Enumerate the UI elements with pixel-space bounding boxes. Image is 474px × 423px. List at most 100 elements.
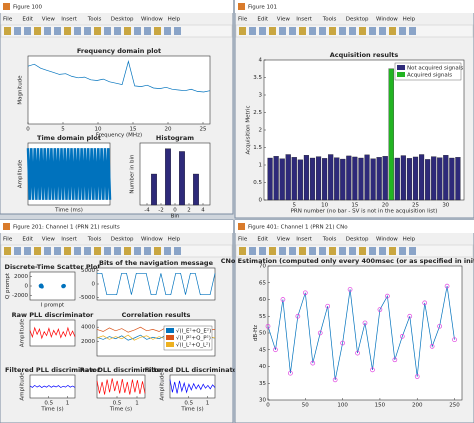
toolbar-button[interactable] <box>389 27 396 35</box>
menu-item[interactable]: Insert <box>61 17 78 23</box>
toolbar-button[interactable] <box>154 247 161 255</box>
toolbar-button[interactable] <box>74 247 81 255</box>
toolbar-button[interactable] <box>239 27 246 35</box>
toolbar-button[interactable] <box>369 247 376 255</box>
toolbar-button[interactable] <box>44 27 51 35</box>
menu-item[interactable]: File <box>238 17 248 23</box>
toolbar-button[interactable] <box>339 27 346 35</box>
menu-item[interactable]: Window <box>376 17 398 23</box>
toolbar-button[interactable] <box>14 247 21 255</box>
toolbar-button[interactable] <box>34 27 41 35</box>
toolbar-button[interactable] <box>349 247 356 255</box>
toolbar-button[interactable] <box>64 247 71 255</box>
toolbar-button[interactable] <box>359 247 366 255</box>
toolbar-button[interactable] <box>249 27 256 35</box>
toolbar-button[interactable] <box>144 27 151 35</box>
menu-item[interactable]: Edit <box>22 17 33 23</box>
toolbar-button[interactable] <box>174 247 181 255</box>
menu-item[interactable]: Window <box>141 17 163 23</box>
toolbar-button[interactable] <box>84 27 91 35</box>
toolbar-button[interactable] <box>409 27 416 35</box>
toolbar-button[interactable] <box>134 247 141 255</box>
toolbar-button[interactable] <box>259 27 266 35</box>
toolbar-button[interactable] <box>114 247 121 255</box>
menu-item[interactable]: Edit <box>22 237 33 243</box>
toolbar-button[interactable] <box>4 27 11 35</box>
toolbar-button[interactable] <box>94 27 101 35</box>
toolbar-button[interactable] <box>14 27 21 35</box>
toolbar-button[interactable] <box>299 27 306 35</box>
toolbar-button[interactable] <box>269 27 276 35</box>
menu-item[interactable]: Insert <box>61 237 78 243</box>
menu-item[interactable]: Tools <box>322 237 337 243</box>
menu-item[interactable]: Desktop <box>346 17 369 23</box>
toolbar-button[interactable] <box>269 247 276 255</box>
toolbar-button[interactable] <box>64 27 71 35</box>
menu-item[interactable]: Insert <box>296 17 313 23</box>
toolbar-button[interactable] <box>259 247 266 255</box>
toolbar-button[interactable] <box>174 27 181 35</box>
menu-item[interactable]: File <box>3 17 13 23</box>
toolbar-button[interactable] <box>329 27 336 35</box>
toolbar-button[interactable] <box>104 27 111 35</box>
menu-item[interactable]: Help <box>168 17 181 23</box>
toolbar-button[interactable] <box>24 27 31 35</box>
toolbar-button[interactable] <box>369 27 376 35</box>
toolbar-button[interactable] <box>359 27 366 35</box>
toolbar-button[interactable] <box>154 27 161 35</box>
toolbar-button[interactable] <box>339 247 346 255</box>
menu-item[interactable]: View <box>42 17 56 23</box>
toolbar-button[interactable] <box>349 27 356 35</box>
toolbar-button[interactable] <box>309 247 316 255</box>
toolbar-button[interactable] <box>289 27 296 35</box>
toolbar-button[interactable] <box>239 247 246 255</box>
toolbar-button[interactable] <box>34 247 41 255</box>
toolbar-button[interactable] <box>114 27 121 35</box>
toolbar-button[interactable] <box>289 247 296 255</box>
toolbar-button[interactable] <box>279 247 286 255</box>
toolbar-button[interactable] <box>329 247 336 255</box>
toolbar-button[interactable] <box>144 247 151 255</box>
toolbar-button[interactable] <box>44 247 51 255</box>
menu-item[interactable]: Insert <box>296 237 313 243</box>
toolbar-button[interactable] <box>399 247 406 255</box>
toolbar-button[interactable] <box>134 27 141 35</box>
menu-item[interactable]: View <box>277 17 291 23</box>
toolbar-button[interactable] <box>379 27 386 35</box>
menu-item[interactable]: View <box>42 237 56 243</box>
toolbar-button[interactable] <box>24 247 31 255</box>
toolbar-button[interactable] <box>319 27 326 35</box>
menu-item[interactable]: Window <box>376 237 398 243</box>
menu-item[interactable]: Help <box>403 17 416 23</box>
menu-item[interactable]: Edit <box>257 237 268 243</box>
toolbar-button[interactable] <box>4 247 11 255</box>
toolbar-button[interactable] <box>379 247 386 255</box>
menu-item[interactable]: Tools <box>87 17 102 23</box>
toolbar-button[interactable] <box>279 27 286 35</box>
menu-item[interactable]: View <box>277 237 291 243</box>
menu-item[interactable]: File <box>3 237 13 243</box>
toolbar-button[interactable] <box>94 247 101 255</box>
toolbar-button[interactable] <box>54 247 61 255</box>
menu-item[interactable]: Edit <box>257 17 268 23</box>
toolbar-button[interactable] <box>299 247 306 255</box>
menu-item[interactable]: Help <box>403 237 416 243</box>
toolbar-button[interactable] <box>399 27 406 35</box>
toolbar-button[interactable] <box>104 247 111 255</box>
toolbar-button[interactable] <box>84 247 91 255</box>
toolbar-button[interactable] <box>164 27 171 35</box>
toolbar-button[interactable] <box>54 27 61 35</box>
toolbar-button[interactable] <box>124 27 131 35</box>
toolbar-button[interactable] <box>409 247 416 255</box>
menu-item[interactable]: Desktop <box>111 17 134 23</box>
toolbar-button[interactable] <box>164 247 171 255</box>
menu-item[interactable]: Desktop <box>111 237 134 243</box>
toolbar-button[interactable] <box>74 27 81 35</box>
menu-item[interactable]: Help <box>168 237 181 243</box>
toolbar-button[interactable] <box>124 247 131 255</box>
menu-item[interactable]: Tools <box>322 17 337 23</box>
toolbar-button[interactable] <box>249 247 256 255</box>
toolbar-button[interactable] <box>389 247 396 255</box>
toolbar-button[interactable] <box>319 247 326 255</box>
menu-item[interactable]: File <box>238 237 248 243</box>
